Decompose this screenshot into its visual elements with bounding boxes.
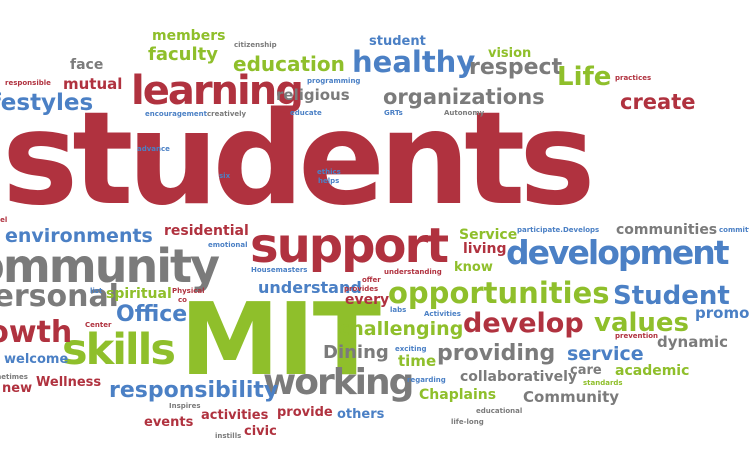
word-housemasters: Housemasters bbox=[251, 266, 308, 274]
word-mutual: mutual bbox=[63, 75, 123, 93]
word-every: every bbox=[345, 292, 390, 308]
word-events: events bbox=[144, 415, 194, 430]
word-religious: religious bbox=[276, 86, 350, 104]
word-service-top: Service bbox=[459, 227, 518, 243]
word-healthy: healthy bbox=[352, 45, 476, 79]
word-life: Life bbox=[557, 62, 612, 92]
word-co: co bbox=[178, 296, 187, 304]
word-challenging: challenging bbox=[339, 318, 464, 340]
word-inspires: Inspires bbox=[169, 402, 201, 410]
word-prevention: prevention bbox=[615, 332, 659, 340]
word-environments: environments bbox=[5, 225, 153, 247]
word-time: time bbox=[398, 352, 437, 370]
word-regarding: regarding bbox=[407, 376, 446, 384]
word-responsible: responsible bbox=[5, 79, 51, 87]
word-education: education bbox=[233, 52, 345, 76]
word-chaplains: Chaplains bbox=[419, 387, 497, 403]
word-community-big: community bbox=[0, 239, 220, 293]
word-values: values bbox=[594, 308, 690, 338]
word-communities: communities bbox=[616, 222, 718, 238]
word-respect: respect bbox=[469, 55, 563, 80]
word-students: students bbox=[2, 85, 595, 234]
word-vision: vision bbox=[488, 46, 532, 61]
word-dynamic: dynamic bbox=[657, 333, 728, 351]
word-center: Center bbox=[85, 321, 112, 329]
word-provides: provides bbox=[344, 285, 379, 293]
word-skills: skills bbox=[62, 325, 176, 375]
word-care: care bbox=[570, 363, 602, 378]
word-emotional: emotional bbox=[208, 241, 248, 249]
word-ethics: ethics bbox=[317, 168, 341, 176]
word-civic: civic bbox=[244, 424, 277, 439]
word-creatively: creatively bbox=[207, 110, 247, 118]
word-dining: Dining bbox=[323, 342, 389, 363]
word-citizenship: citizenship bbox=[234, 41, 277, 49]
word-life-long: life-long bbox=[451, 418, 484, 426]
word-living: living bbox=[463, 241, 507, 257]
word-face: face bbox=[70, 57, 104, 73]
word-members: members bbox=[152, 28, 226, 44]
word-labs: labs bbox=[390, 306, 407, 314]
word-offer: offer bbox=[362, 276, 381, 284]
word-collaboratively: collaboratively bbox=[460, 369, 577, 385]
word-list: list bbox=[90, 287, 103, 295]
word-participate: participate.Develops bbox=[517, 226, 600, 234]
word-organizations: organizations bbox=[383, 85, 545, 109]
word-learning: learning bbox=[131, 68, 304, 114]
word-helps: helps bbox=[318, 177, 340, 185]
word-gsts: GRTs bbox=[384, 109, 403, 117]
word-working: working bbox=[263, 362, 414, 403]
word-wellness: Wellness bbox=[36, 375, 102, 390]
word-exciting: exciting bbox=[395, 345, 427, 353]
word-develop: develop bbox=[463, 308, 584, 339]
word-standards: standards bbox=[583, 379, 623, 387]
word-instills: instills bbox=[215, 432, 242, 440]
word-academic: academic bbox=[615, 363, 690, 379]
word-service: service bbox=[567, 343, 644, 365]
word-responsibility: responsibility bbox=[109, 378, 279, 403]
word-opportunities: opportunities bbox=[388, 276, 610, 310]
word-label: label bbox=[0, 216, 8, 224]
word-providing: providing bbox=[437, 341, 556, 366]
word-spiritual: spiritual bbox=[106, 286, 172, 302]
word-sometimes: sometimes bbox=[0, 373, 28, 381]
word-faculty: faculty bbox=[148, 44, 218, 65]
word-encouragement: encouragement bbox=[145, 110, 207, 118]
word-practices: practices bbox=[615, 74, 652, 82]
word-educate: educate bbox=[290, 109, 322, 117]
word-physical: Physical bbox=[172, 287, 205, 295]
word-programming: programming bbox=[307, 77, 361, 85]
word-activities: activities bbox=[201, 408, 269, 423]
word-student-upper: Student bbox=[613, 281, 730, 311]
word-community-small: Community bbox=[523, 388, 620, 406]
word-commit: committed bbox=[719, 226, 749, 234]
word-educational: educational bbox=[476, 407, 523, 415]
word-autonomy: Autonomy bbox=[444, 109, 485, 117]
word-others: others bbox=[337, 407, 385, 422]
word-office: Office bbox=[116, 302, 188, 327]
word-personal: personal bbox=[0, 279, 119, 314]
word-activities-small: Activities bbox=[424, 310, 461, 318]
word-lifestyles: lifestyles bbox=[0, 90, 94, 116]
word-new: new bbox=[2, 381, 33, 396]
word-provide: provide bbox=[277, 405, 333, 420]
word-advance: advance bbox=[137, 145, 170, 153]
word-know: know bbox=[454, 260, 493, 275]
word-welcome: welcome bbox=[4, 352, 69, 367]
word-growth: growth bbox=[0, 315, 73, 350]
word-support: support bbox=[250, 218, 449, 274]
word-student-lower: student bbox=[369, 34, 426, 49]
word-understanding: understanding bbox=[384, 268, 442, 276]
word-development: development bbox=[506, 233, 730, 272]
word-residential: residential bbox=[164, 223, 249, 239]
word-create: create bbox=[620, 90, 696, 114]
word-mit: MIT bbox=[180, 281, 381, 398]
word-promote: promote bbox=[695, 304, 749, 322]
word-six: six bbox=[219, 172, 231, 180]
word-understand: understand bbox=[258, 278, 362, 297]
